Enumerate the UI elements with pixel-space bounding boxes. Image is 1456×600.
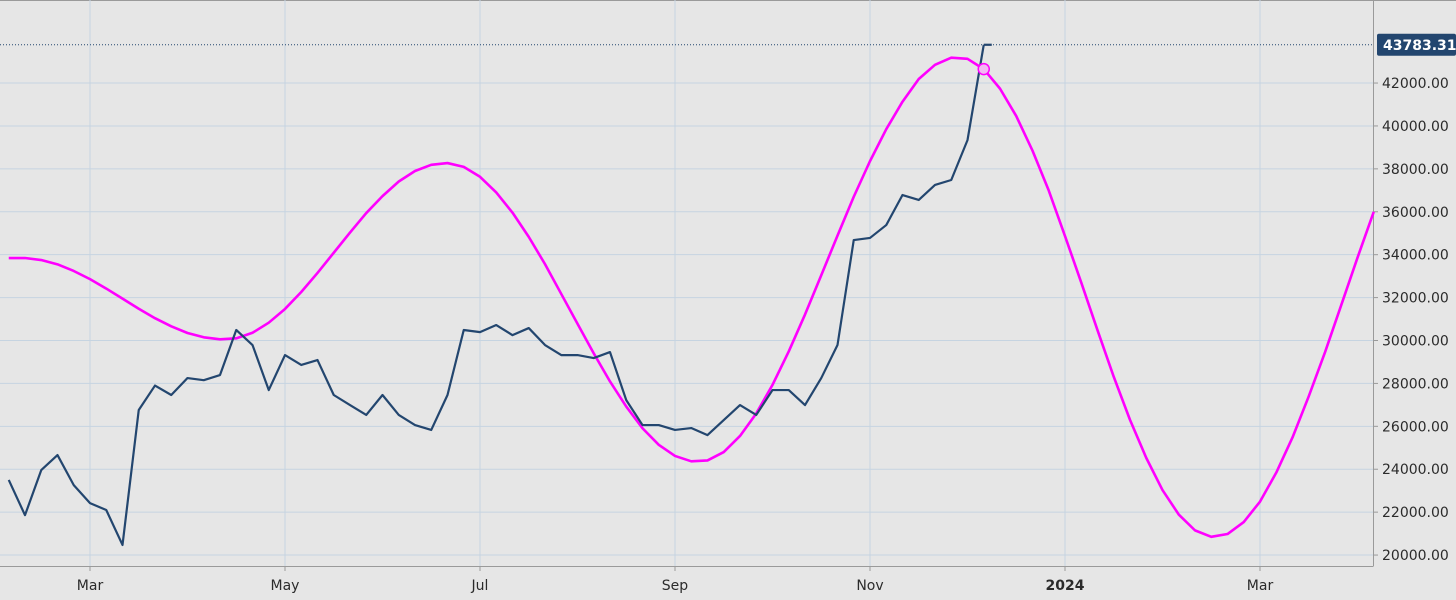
x-tick-label: 2024 — [1046, 578, 1085, 594]
series-line — [7, 44, 985, 547]
grid-layer — [0, 0, 1373, 566]
y-tick-label: 30000.00 — [1382, 334, 1449, 350]
y-tick-label: 28000.00 — [1382, 376, 1449, 392]
y-tick-label: 34000.00 — [1382, 248, 1449, 264]
y-tick-label: 40000.00 — [1382, 119, 1449, 135]
series-line — [8, 56, 1375, 539]
x-tick-label: May — [271, 578, 300, 594]
x-tick-label: Sep — [662, 578, 689, 594]
y-tick-label: 32000.00 — [1382, 291, 1449, 307]
last-price-label: 43783.31 — [1383, 38, 1456, 54]
y-tick-label: 42000.00 — [1382, 76, 1449, 92]
y-tick-label: 26000.00 — [1382, 419, 1449, 435]
x-tick-label: Jul — [471, 578, 489, 594]
y-tick-label: 24000.00 — [1382, 462, 1449, 478]
y-tick-label: 36000.00 — [1382, 205, 1449, 221]
x-tick-label: Mar — [77, 578, 104, 594]
x-tick-label: Mar — [1247, 578, 1274, 594]
wave-marker — [977, 62, 990, 76]
y-tick-label: 20000.00 — [1382, 548, 1449, 564]
y-tick-label: 22000.00 — [1382, 505, 1449, 521]
x-tick-label: Nov — [856, 578, 883, 594]
last-price-box — [1377, 33, 1456, 56]
y-tick-label: 38000.00 — [1382, 162, 1449, 178]
